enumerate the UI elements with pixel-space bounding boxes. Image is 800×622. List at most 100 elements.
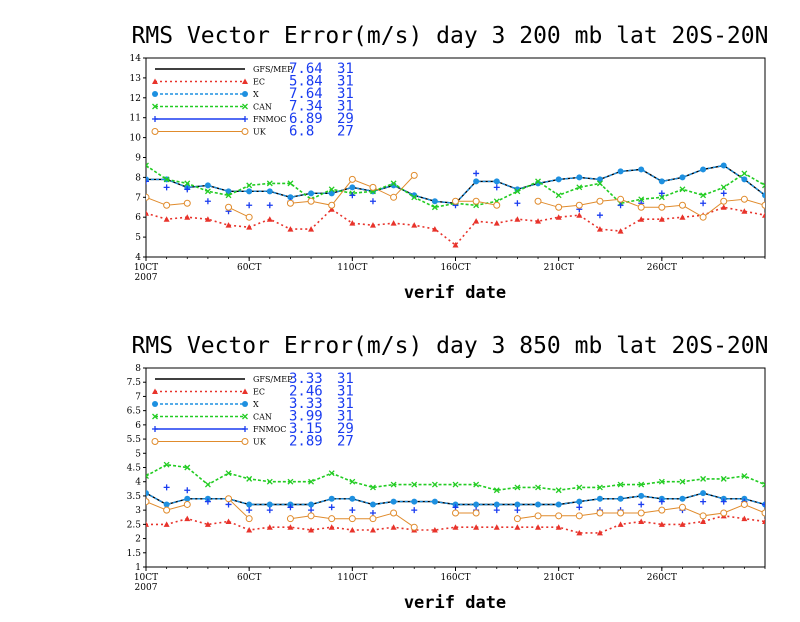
data-point [513,515,521,523]
legend-value: 7.64 [289,61,323,77]
data-point [369,183,377,191]
data-point [328,190,335,197]
y-tick-label: 10 [130,134,142,144]
data-point [328,495,335,502]
data-point [225,188,232,195]
legend-value: 3.33 [289,396,323,412]
data-point [575,201,583,209]
x-tick-year: 2007 [135,273,158,283]
data-point [369,527,376,533]
data-point [266,507,273,514]
legend-value: 7.34 [289,99,323,115]
y-tick-label: 8 [135,173,141,183]
y-tick-label: 4 [135,478,141,488]
data-point [576,484,583,491]
legend-count: 29 [337,421,354,437]
data-point [514,188,521,195]
data-point [596,180,603,187]
data-point [146,498,150,506]
series-uk [146,495,765,531]
data-point [555,203,563,211]
data-point [637,203,645,211]
data-point [638,216,645,222]
data-point [225,501,232,508]
data-point [720,204,727,210]
data-point [225,495,233,503]
data-point [410,171,418,179]
data-point [576,498,583,505]
data-point [576,174,583,181]
data-point [576,504,583,511]
data-point [638,166,645,173]
data-point [514,507,521,514]
data-point [720,509,728,517]
data-point [617,202,624,209]
legend-value: 3.33 [289,371,323,387]
data-point [308,478,315,485]
series-line [146,206,765,247]
data-point [638,492,645,499]
data-point [266,180,273,187]
data-point [146,193,150,201]
data-point [762,182,765,189]
data-point [286,199,294,207]
data-point [328,515,336,523]
data-point [740,500,748,508]
x-tick-label: 160CT [440,573,470,583]
data-point [452,509,459,517]
data-point [699,213,707,221]
data-point [473,170,480,177]
data-point [328,470,335,477]
data-point [184,495,191,502]
y-tick-label: 12 [130,94,141,104]
data-point [348,175,356,183]
y-tick-label: 3.5 [127,492,142,502]
y-tick-label: 14 [130,54,142,64]
x-tick-label: 60CT [237,263,261,273]
data-point [266,202,273,209]
data-point [328,186,335,193]
data-point [493,201,501,209]
legend-marker-end [242,388,248,394]
legend-value: 6.89 [289,111,323,127]
data-point [204,481,211,488]
data-point [679,478,686,485]
series-uk [146,171,765,221]
data-point [287,194,294,201]
data-point [328,206,335,212]
legend-marker-start [152,116,158,122]
data-point [369,198,376,205]
data-point [184,180,191,187]
data-point [369,509,376,516]
data-point [617,509,625,517]
data-point [762,518,765,525]
series-line [146,164,765,205]
data-point [473,218,480,224]
legend-marker-end [242,116,248,122]
legend-marker-end [241,128,249,135]
series-line [146,164,765,205]
data-point [658,478,665,485]
data-point [245,213,253,221]
data-point [431,481,438,488]
legend-marker-end [242,413,248,420]
data-point [720,475,727,482]
data-point [596,509,604,517]
data-point [184,186,191,193]
data-point [370,484,376,491]
data-point [246,475,253,482]
data-point [146,473,149,479]
data-point [452,504,459,511]
legend-marker-start [152,401,158,407]
data-point [617,228,624,234]
data-point [146,521,149,527]
legend-marker-end [241,438,249,445]
data-point [576,212,583,218]
data-point [473,178,480,185]
data-point [246,224,253,230]
data-point [658,194,665,201]
y-tick-label: 13 [130,74,142,84]
data-point [225,518,232,525]
data-point [246,182,253,189]
legend-marker-end [242,103,248,110]
